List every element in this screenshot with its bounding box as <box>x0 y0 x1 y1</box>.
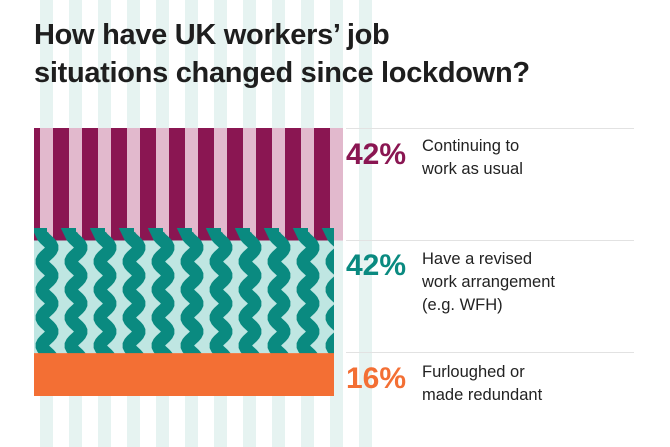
segment-continuing-stripe <box>40 128 53 241</box>
category-label-revised: Have a revised work arrangement (e.g. WF… <box>422 248 634 317</box>
segment-continuing-stripe <box>243 128 256 241</box>
divider-2 <box>346 352 634 353</box>
segment-revised-wave <box>263 228 291 362</box>
bar-segment-continuing <box>34 128 343 241</box>
segment-revised-wave <box>176 228 204 362</box>
segment-continuing-stripe <box>156 128 169 241</box>
category-label-continuing: Continuing to work as usual <box>422 135 634 181</box>
category-label-furloughed: Furloughed or made redundant <box>422 361 634 407</box>
segment-revised-wave <box>118 228 146 362</box>
chart-title: How have UK workers’ job situations chan… <box>34 16 530 92</box>
value-label-continuing: 42% <box>346 138 407 171</box>
segment-continuing-stripe <box>185 128 198 241</box>
segment-revised-wave <box>205 228 233 362</box>
category-label-revised-line-1: Have a revised <box>422 250 533 268</box>
category-label-continuing-line-2: work as usual <box>422 160 523 178</box>
category-label-continuing-line-1: Continuing to <box>422 137 520 155</box>
divider-1 <box>346 240 634 241</box>
category-label-revised-line-3: (e.g. WFH) <box>422 296 503 314</box>
segment-continuing-stripe <box>272 128 285 241</box>
value-label-furloughed: 16% <box>346 362 407 395</box>
segment-continuing-stripe <box>69 128 82 241</box>
title-line-1: How have UK workers’ job <box>34 19 390 51</box>
category-label-revised-line-2: work arrangement <box>422 273 555 291</box>
segment-continuing-stripe <box>127 128 140 241</box>
segment-continuing-stripe <box>301 128 314 241</box>
divider-0 <box>346 128 634 129</box>
segment-revised-wave <box>234 228 262 362</box>
category-label-furloughed-line-2: made redundant <box>422 386 543 404</box>
segment-revised-wave <box>89 228 117 362</box>
title-line-2: situations changed since lockdown? <box>34 57 530 89</box>
category-label-furloughed-line-1: Furloughed or <box>422 363 525 381</box>
segment-revised-wave <box>34 228 59 362</box>
background-stripe <box>359 0 372 447</box>
segment-continuing-stripe <box>98 128 111 241</box>
segment-continuing-stripe <box>330 128 343 241</box>
segment-continuing-stripe <box>214 128 227 241</box>
segment-revised-wave <box>60 228 88 362</box>
bar-segment-furloughed <box>34 353 334 396</box>
bar-segment-revised <box>34 228 334 362</box>
segment-revised-wave <box>321 228 334 359</box>
value-label-revised: 42% <box>346 249 407 282</box>
segment-revised-wave <box>292 228 320 362</box>
segment-revised-wave <box>147 228 175 362</box>
